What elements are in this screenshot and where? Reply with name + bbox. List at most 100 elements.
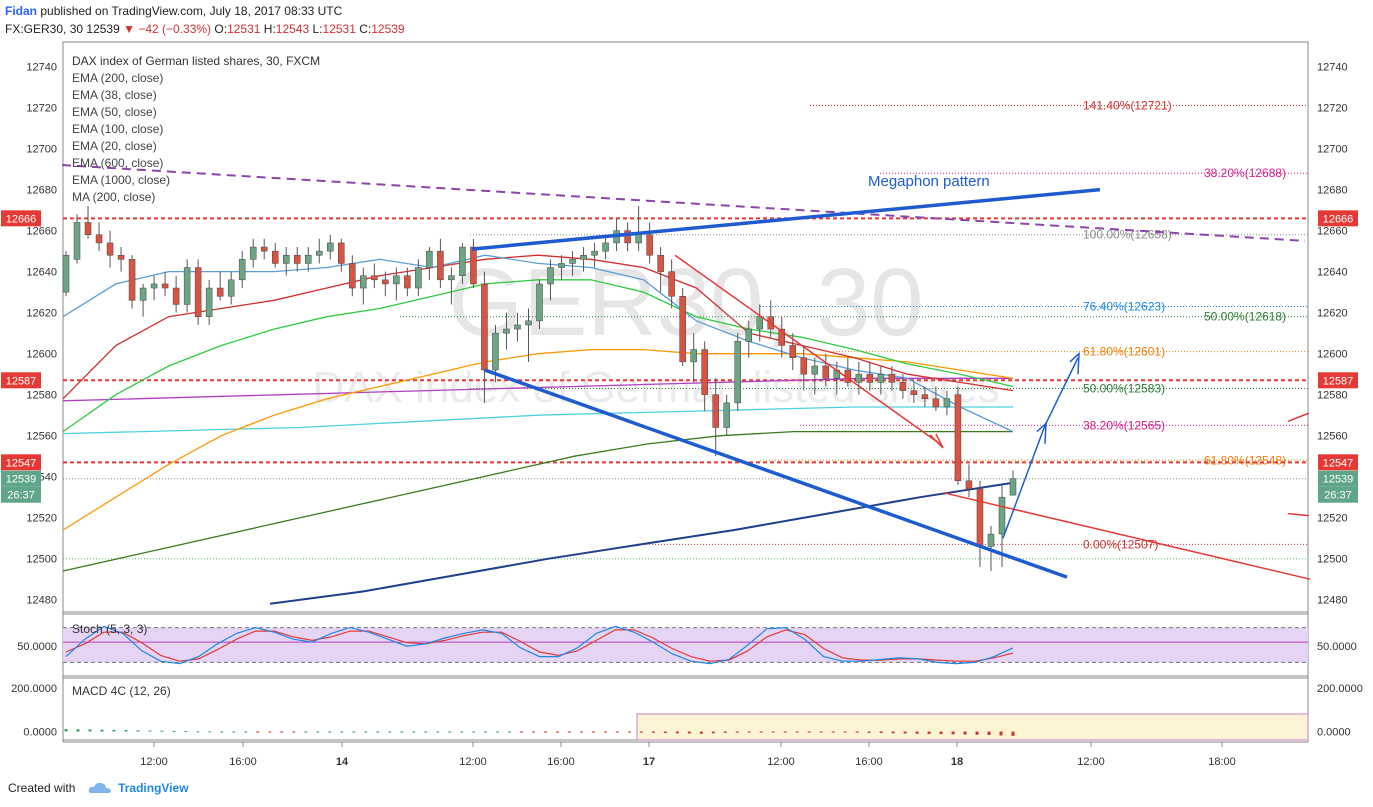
candle (976, 480, 984, 567)
megaphone-upper-line (471, 187, 1101, 251)
candle-body (95, 234, 103, 244)
legend-entry: EMA (20, close) (72, 139, 157, 153)
macd-bar (639, 731, 643, 733)
macd-bar (208, 731, 212, 733)
candle-body (227, 279, 235, 297)
candle-body (525, 320, 532, 326)
candle-body (657, 254, 664, 272)
macd-bar (352, 731, 356, 733)
legend-entry: EMA (1000, close) (72, 173, 170, 187)
y-tick-right: 12480 (1317, 595, 1348, 607)
candle-body (679, 295, 686, 363)
created-with: Created with (8, 781, 76, 795)
macd-y-tick-left: 200.0000 (11, 683, 57, 695)
candle (62, 251, 70, 297)
macd-bar (603, 731, 607, 733)
macd-bar (747, 731, 751, 733)
ema600-line (62, 430, 1013, 572)
open-value: 12531 (227, 22, 261, 36)
left-price-tag-text: 12587 (6, 375, 37, 387)
macd-bar (795, 731, 799, 733)
time-axis-label: 18:00 (1208, 756, 1236, 768)
candle-body (470, 246, 477, 285)
macd-y-tick-right: 200.0000 (1317, 683, 1363, 695)
macd-bar (280, 731, 284, 733)
candle-body (1009, 478, 1017, 496)
y-tick-left: 12680 (26, 185, 57, 197)
y-tick-left: 12600 (26, 349, 57, 361)
fib-label: 61.80%(12601) (1083, 345, 1165, 359)
y-tick-left: 12720 (26, 103, 57, 115)
legend-entry: EMA (38, close) (72, 88, 157, 102)
candle (349, 255, 356, 297)
candle-body (580, 254, 587, 260)
candle-body (415, 267, 422, 289)
macd-bar (328, 731, 332, 733)
time-axis-label: 12:00 (767, 756, 795, 768)
candle-body (932, 398, 940, 408)
macd-highlight-box (636, 713, 1309, 741)
candle-body (205, 287, 213, 317)
macd-bar (939, 731, 943, 735)
tradingview-cloud-icon (88, 782, 111, 793)
right-price-tag-text: 12666 (1323, 213, 1354, 225)
candle (888, 365, 896, 391)
candle (282, 247, 290, 276)
right-price-tag-text: 12547 (1323, 457, 1354, 469)
candle (536, 279, 543, 330)
y-tick-right: 12560 (1317, 431, 1348, 443)
candle-body (668, 271, 675, 297)
candle (117, 247, 125, 272)
fib-label: 50.00%(12583) (1083, 382, 1165, 396)
candle (448, 267, 455, 305)
candle-body (921, 394, 929, 400)
tradingview-brand[interactable]: TradingView (118, 781, 189, 795)
candle-body (558, 263, 565, 268)
fib-label: 50.00%(12618) (1204, 310, 1286, 324)
candle-body (954, 394, 962, 482)
macd-bar (819, 731, 823, 733)
macd-bar (340, 731, 344, 733)
candle-body (437, 250, 444, 281)
candle (95, 222, 103, 252)
candle-body (448, 275, 455, 281)
macd-bar (532, 731, 536, 733)
author-name[interactable]: Fidan (5, 4, 37, 18)
candle-body (282, 254, 290, 264)
candle (84, 206, 92, 239)
y-tick-right: 12640 (1317, 267, 1348, 279)
candle (360, 267, 367, 305)
macd-bar (855, 731, 859, 733)
candle (899, 374, 907, 399)
fib-label: 141.40%(12721) (1083, 99, 1172, 113)
y-tick-left: 12660 (26, 226, 57, 238)
ema38-line (62, 254, 1014, 400)
candle-body (723, 402, 730, 428)
macd-bar (927, 731, 931, 734)
candle (646, 222, 653, 264)
stoch-title: Stoch (5, 3, 3) (72, 622, 147, 636)
macd-bar (711, 731, 715, 734)
candle (470, 238, 477, 289)
candle (558, 255, 565, 280)
y-tick-left: 12740 (26, 62, 57, 74)
macd-bar (148, 730, 152, 732)
symbol[interactable]: FX:GER30, 30 (5, 22, 84, 36)
candle-body (701, 349, 708, 395)
macd-bar (172, 730, 176, 732)
macd-bar (256, 731, 260, 733)
candle-body (789, 345, 797, 359)
macd-bar (567, 731, 571, 733)
left-price-tag-text: 12547 (6, 457, 37, 469)
candle-body (183, 267, 191, 305)
low-value: 12531 (322, 22, 356, 36)
candle (415, 259, 422, 297)
candle-body (393, 275, 400, 285)
legend-entry: EMA (100, close) (72, 122, 163, 136)
macd-bar (196, 731, 200, 733)
candle (910, 382, 918, 403)
candle (404, 267, 411, 297)
candle (525, 308, 532, 362)
right-price-tag (1318, 210, 1358, 227)
